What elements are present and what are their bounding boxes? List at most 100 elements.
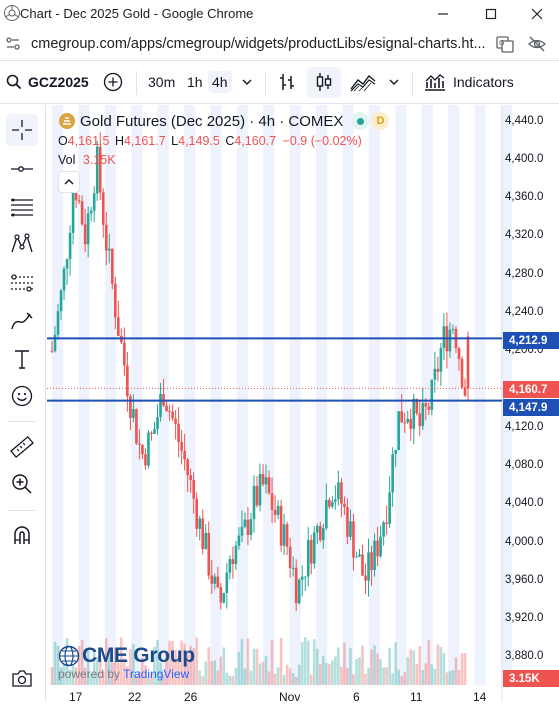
volume-bar (237, 651, 241, 685)
line-price-tag-upper[interactable]: 4,212.9 (503, 332, 559, 349)
text-icon (15, 350, 29, 369)
candle-body (318, 526, 322, 541)
candle-body (300, 576, 304, 580)
candle-body (427, 406, 431, 410)
pattern-icon (11, 233, 33, 253)
ohlc-values: O4,161.5 H4,161.7 L4,149.5 C4,160.7 −0.9… (58, 134, 362, 148)
time-tick: 14 (473, 690, 487, 704)
candle-body (56, 311, 60, 335)
volume-bar (198, 670, 202, 685)
volume-bar (276, 667, 280, 685)
indicators-label: Indicators (453, 74, 514, 90)
volume-bar (144, 665, 147, 685)
volume-bar (101, 671, 105, 685)
volume-bar (240, 639, 244, 685)
candle-body (255, 485, 259, 506)
candle-body (53, 334, 57, 352)
volume-bar (213, 660, 217, 685)
candle-body (80, 201, 84, 225)
address-bar[interactable]: cmegroup.com/apps/cmegroup/widgets/produ… (0, 28, 559, 60)
gold-symbol-icon (59, 113, 75, 129)
volume-bar (318, 663, 322, 685)
chart-type-dropdown[interactable] (388, 61, 400, 103)
line-price-tag-lower[interactable]: 4,147.9 (503, 399, 559, 416)
candle-body (132, 409, 135, 419)
volume-bar (442, 653, 446, 685)
indicators-icon (425, 74, 445, 91)
volume-bar (147, 676, 150, 685)
projection-tool[interactable] (6, 267, 38, 299)
timeframe-4h[interactable]: 4h (208, 61, 232, 103)
crosshair-tool[interactable] (6, 114, 38, 146)
candle-body (391, 454, 394, 493)
chart-title[interactable]: Gold Futures (Dec 2025) · 4h · COMEX (80, 112, 344, 130)
indicators-button[interactable]: Indicators (424, 61, 514, 103)
candle-body (394, 449, 397, 455)
pattern-tool[interactable] (6, 228, 38, 260)
candle-body (306, 540, 310, 577)
time-tick: 11 (410, 690, 423, 704)
snapshot-button[interactable] (6, 662, 38, 694)
candle-body (466, 336, 470, 389)
delayed-badge[interactable]: D (371, 112, 390, 130)
timeframe-30m[interactable]: 30m (148, 74, 176, 90)
candle-body (355, 556, 358, 558)
candle-body (252, 485, 256, 520)
maximize-button[interactable] (468, 2, 514, 26)
compare-symbol-button[interactable] (103, 61, 123, 103)
candle-body (273, 509, 277, 515)
measure-tool[interactable] (6, 431, 38, 463)
timeframe-1h[interactable]: 1h (187, 74, 203, 90)
chart-toolbar: GCZ2025 30m 1h 4h Indicators (0, 60, 559, 104)
volume-bar (222, 647, 226, 685)
session-band (52, 105, 64, 685)
volume-bar (370, 649, 373, 685)
candle-body (397, 411, 400, 450)
market-status-dot (351, 112, 370, 130)
candle-body (77, 200, 81, 202)
volume-bar (98, 659, 102, 685)
url-text[interactable]: cmegroup.com/apps/cmegroup/widgets/produ… (31, 36, 486, 52)
brush-tool[interactable] (6, 305, 38, 337)
volume-bar (343, 642, 346, 685)
volume-bar (285, 664, 289, 685)
time-tick: 26 (184, 690, 198, 704)
magnet-tool[interactable] (6, 519, 38, 551)
volume-bar (180, 640, 183, 685)
volume-bar (315, 648, 319, 685)
powered-by-tradingview[interactable]: powered by TradingView (58, 667, 190, 681)
camera-icon (12, 670, 32, 687)
volume-bar (403, 672, 407, 685)
minimize-button[interactable] (420, 2, 466, 26)
volume-bar (225, 672, 229, 685)
volume-bar (86, 650, 90, 685)
price-chart[interactable] (47, 105, 559, 702)
volume-bar (138, 671, 141, 685)
candle-body (240, 526, 244, 536)
candle-body (186, 459, 189, 476)
candle-body (376, 540, 379, 557)
emoji-tool[interactable] (6, 380, 38, 412)
site-settings-icon[interactable] (6, 37, 20, 51)
eye-off-icon[interactable] (528, 35, 546, 53)
trend-line-tool[interactable] (6, 153, 38, 185)
candle-body (138, 443, 141, 445)
price-tick: 4,240.0 (505, 306, 544, 318)
translate-icon[interactable]: G (496, 35, 514, 53)
collapse-legend-button[interactable] (58, 171, 80, 193)
close-button[interactable] (514, 2, 559, 26)
timeframe-dropdown[interactable] (241, 61, 253, 103)
symbol-search[interactable]: GCZ2025 (6, 61, 89, 103)
zoom-tool[interactable] (6, 468, 38, 500)
candle-body (312, 532, 316, 564)
candle-body (123, 342, 126, 366)
bar-chart-type-button[interactable] (278, 61, 296, 103)
candle-body (174, 418, 177, 424)
text-tool[interactable] (6, 343, 38, 375)
candle-body (249, 519, 253, 535)
chart-pane[interactable] (47, 105, 559, 702)
fib-tool[interactable] (6, 191, 38, 223)
candles-chart-type-button[interactable] (315, 61, 333, 103)
area-chart-type-button[interactable] (350, 61, 376, 103)
candle-body (367, 552, 370, 581)
